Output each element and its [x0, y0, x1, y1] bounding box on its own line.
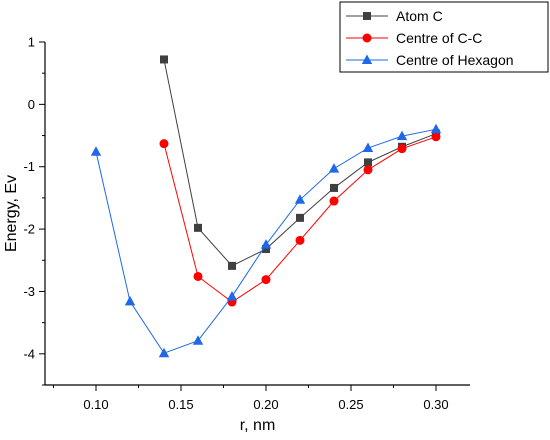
y-tick-label: 1 — [28, 35, 35, 50]
legend-marker — [361, 54, 373, 64]
data-point — [295, 235, 305, 245]
x-tick-label: 0.30 — [423, 397, 448, 412]
data-point — [296, 213, 304, 222]
x-tick-label: 0.25 — [338, 397, 363, 412]
data-point — [160, 55, 168, 64]
data-point — [397, 144, 407, 154]
data-point — [90, 146, 102, 156]
y-tick-label: -1 — [23, 159, 35, 174]
data-point — [363, 165, 373, 175]
data-point — [158, 347, 170, 358]
data-point — [261, 275, 271, 285]
series-2 — [159, 132, 441, 307]
data-point — [260, 239, 272, 249]
legend-label: Atom C — [396, 8, 443, 24]
x-tick-label: 0.20 — [253, 397, 278, 412]
x-tick-label: 0.15 — [168, 397, 193, 412]
data-point — [159, 139, 169, 149]
data-point — [194, 223, 202, 232]
y-tick-label: -3 — [23, 284, 35, 299]
y-tick-label: 0 — [28, 97, 35, 112]
y-tick-label: -4 — [23, 346, 35, 361]
plot-area: 0.10 0.15 0.20 0.25 0.30 1 0 -1 -2 -3 -4 — [23, 35, 470, 412]
data-point — [193, 271, 203, 281]
data-point — [431, 132, 441, 142]
series-3 — [90, 123, 442, 358]
legend-marker — [363, 12, 371, 20]
data-point — [364, 158, 372, 167]
data-point — [396, 130, 408, 141]
x-tick-label: 0.10 — [83, 397, 108, 412]
y-axis-title: Energy, Ev — [3, 175, 20, 252]
legend-label: Centre of C-C — [396, 30, 482, 46]
data-point — [328, 163, 340, 173]
legend-label: Centre of Hexagon — [396, 52, 514, 68]
data-point — [228, 261, 236, 270]
data-point — [330, 183, 338, 192]
y-tick-label: -2 — [23, 222, 35, 237]
data-point — [294, 194, 306, 204]
legend-marker — [362, 33, 372, 43]
data-point — [262, 245, 270, 254]
data-point — [362, 142, 374, 153]
data-point — [192, 335, 204, 345]
data-point — [226, 290, 238, 301]
data-point — [430, 123, 442, 134]
data-point — [329, 196, 339, 206]
data-point — [124, 295, 136, 306]
series-line — [163, 59, 437, 267]
legend: Atom C Centre of C-C Centre of Hexagon — [339, 1, 549, 73]
x-axis-title: r, nm — [240, 417, 276, 434]
